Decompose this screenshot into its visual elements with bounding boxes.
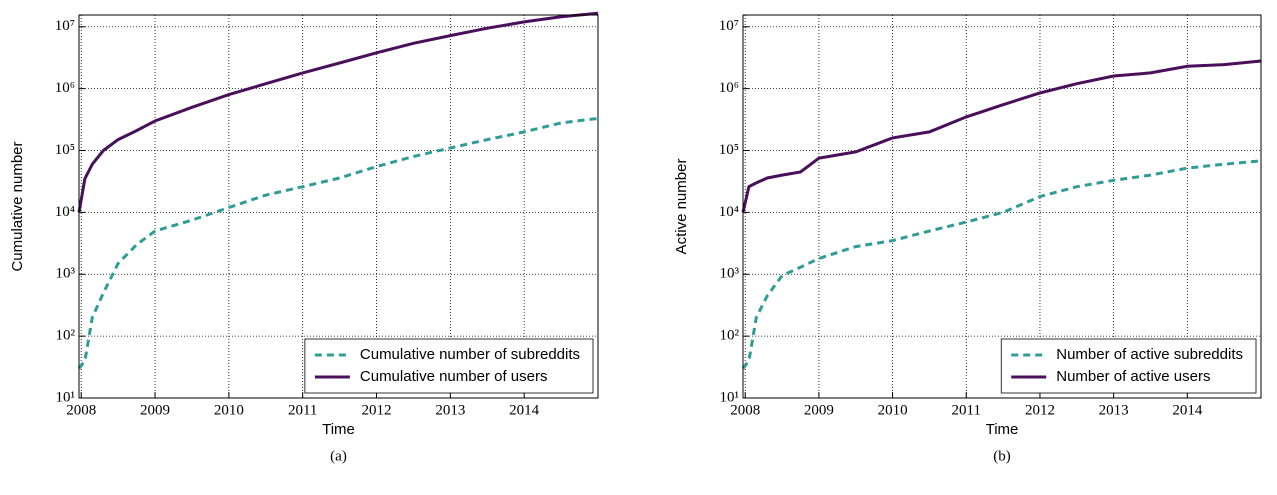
x-axis-label: Time [322,421,355,438]
y-tick-label: 10⁵ [719,142,739,158]
x-tick-label: 2009 [804,402,834,418]
x-tick-label: 2011 [952,402,981,418]
legend-label: Cumulative number of users [360,368,548,385]
x-tick-label: 2014 [509,402,540,418]
series-line [741,159,1262,370]
panel: 2008 2009 2010 2011 2012 2013 2014 10¹ 10² 10³ 10⁴… [673,14,1262,464]
y-tick-label: 10⁶ [719,80,739,96]
legend: Number of active subreddits Number of act… [1000,338,1257,394]
y-tick-label: 10³ [56,266,76,282]
series-line [741,59,1262,213]
y-tick-label: 10¹ [720,389,740,405]
y-tick-label: 10³ [720,266,740,282]
y-tick-label: 10² [720,328,740,344]
x-tick-label: 2010 [878,402,908,418]
series-line [77,116,599,370]
x-tick-label: 2014 [1172,402,1203,418]
series-line [77,11,599,213]
x-tick-label: 2008 [66,402,96,418]
x-tick-label: 2011 [288,402,317,418]
y-tick-label: 10⁵ [55,142,75,158]
x-tick-label: 2012 [362,402,392,418]
x-axis-label: Time [986,421,1019,438]
legend-label: Cumulative number of subreddits [360,346,580,363]
y-axis-label: Cumulative number [9,141,26,271]
plot-frame [78,14,599,399]
x-tick-label: 2008 [730,402,760,418]
y-tick-label: 10⁴ [719,204,739,220]
legend-box [1000,338,1257,394]
y-tick-label: 10⁷ [55,18,75,34]
panel: 2008 2009 2010 2011 2012 2013 2014 10¹ 10² 10³ 10⁴… [9,11,599,464]
x-tick-label: 2013 [1099,402,1129,418]
y-tick-label: 10² [56,328,76,344]
caption: (a) [330,448,347,464]
x-tick-label: 2013 [435,402,465,418]
x-tick-label: 2009 [140,402,170,418]
plot-frame [742,14,1262,399]
x-tick-label: 2010 [214,402,244,418]
legend-box [304,338,594,394]
y-tick-label: 10⁴ [55,204,75,220]
y-tick-label: 10⁷ [719,18,739,34]
caption: (b) [993,448,1011,464]
y-tick-label: 10¹ [56,389,76,405]
legend-label: Number of active subreddits [1056,346,1243,363]
legend-label: Number of active users [1056,368,1210,385]
y-axis-label: Active number [673,159,690,255]
y-tick-label: 10⁶ [55,80,75,96]
x-tick-label: 2012 [1025,402,1055,418]
legend: Cumulative number of subreddits Cumulativ… [304,338,594,394]
